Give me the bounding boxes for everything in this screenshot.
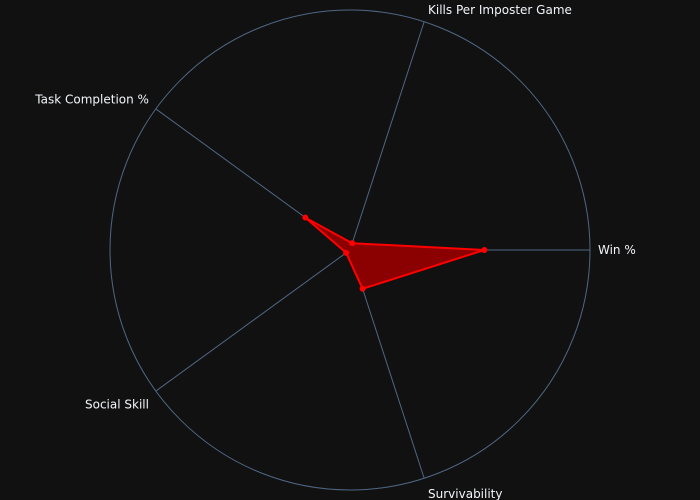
axis-label-0: Win %	[598, 243, 636, 257]
data-point-0[interactable]	[481, 247, 487, 253]
radar-spoke-3	[156, 250, 350, 391]
data-point-4[interactable]	[360, 286, 366, 292]
series-area	[305, 218, 484, 289]
radar-spoke-1	[350, 22, 424, 250]
axis-label-layer: Win % Kills Per Imposter Game Task Complet…	[34, 3, 635, 500]
data-point-2[interactable]	[302, 215, 308, 221]
axis-label-3: Social Skill	[85, 398, 149, 412]
axis-label-2: Task Completion %	[34, 92, 149, 106]
axis-label-4: Survivability	[428, 487, 502, 500]
data-point-1[interactable]	[349, 240, 355, 246]
data-point-3[interactable]	[343, 250, 349, 256]
series-layer	[302, 215, 487, 292]
axis-label-1: Kills Per Imposter Game	[428, 3, 572, 17]
